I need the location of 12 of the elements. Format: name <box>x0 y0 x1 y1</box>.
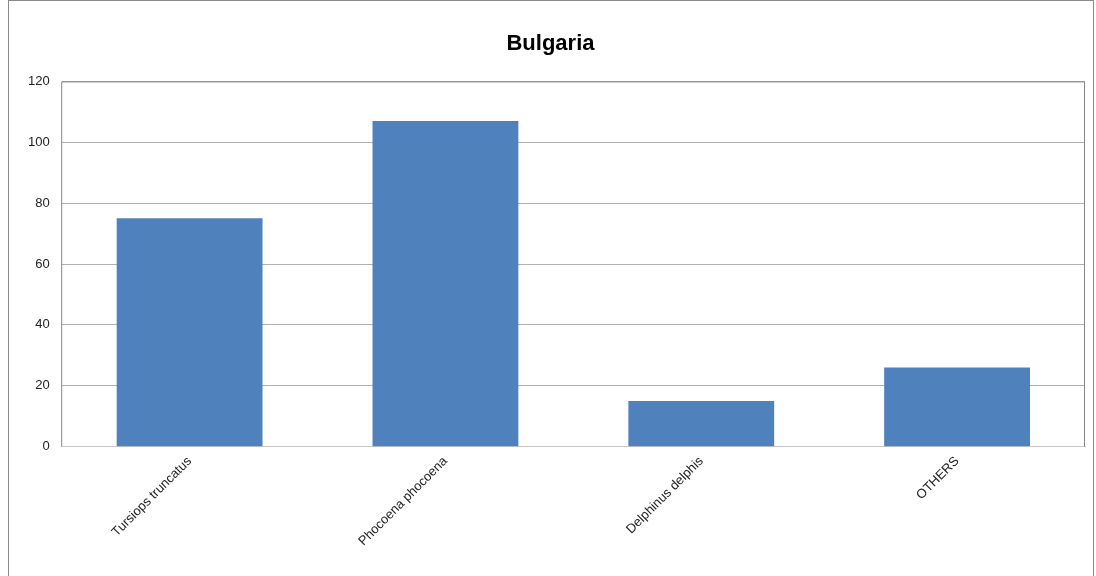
bar <box>372 120 519 447</box>
bar <box>628 400 775 447</box>
y-tick-label: 40 <box>35 316 50 332</box>
y-tick-label: 20 <box>35 377 50 393</box>
y-tick-label: 80 <box>35 194 50 210</box>
y-tick-label: 120 <box>27 72 50 88</box>
y-tick-label: 60 <box>35 255 50 271</box>
y-tick-label: 100 <box>27 133 50 149</box>
chart-title: Bulgaria <box>506 30 596 56</box>
bar <box>116 218 263 447</box>
bar <box>884 367 1030 447</box>
y-tick-label: 0 <box>42 438 50 454</box>
